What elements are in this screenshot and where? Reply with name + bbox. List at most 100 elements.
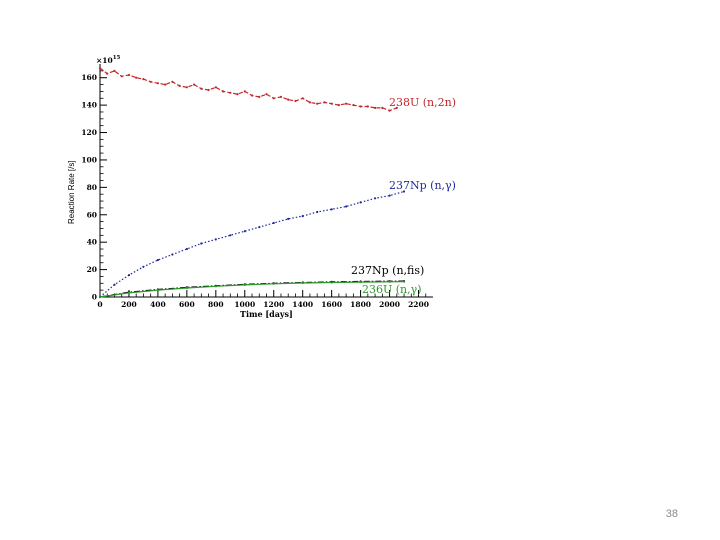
data-point: [330, 102, 333, 105]
data-point: [272, 97, 275, 100]
data-point: [171, 80, 174, 83]
series-label-237np-nfis: 237Np (n,fis): [351, 264, 424, 277]
data-point: [287, 98, 290, 101]
data-point: [164, 83, 167, 86]
data-point: [374, 197, 377, 200]
data-point: [258, 95, 261, 98]
data-point: [265, 93, 268, 96]
y-multiplier-base: ×10: [96, 56, 113, 65]
data-point: [214, 86, 217, 89]
data-point: [381, 106, 384, 109]
data-point: [359, 201, 362, 204]
data-point: [301, 281, 304, 285]
x-tick-label: 400: [150, 300, 166, 309]
data-point: [229, 91, 232, 94]
data-point: [366, 105, 369, 108]
x-tick-label: 200: [121, 300, 137, 309]
x-axis-title: Time [days]: [240, 309, 293, 319]
data-point: [345, 102, 348, 105]
series-label-237np-ngamma: 237Np (n,γ): [389, 179, 456, 192]
data-point: [229, 234, 232, 237]
data-point: [359, 281, 362, 284]
page-number: 38: [665, 508, 678, 520]
data-point: [113, 69, 116, 72]
data-point: [352, 104, 355, 107]
data-point: [359, 105, 362, 108]
data-point: [185, 286, 188, 290]
data-point: [214, 238, 217, 241]
series-line-1: [99, 190, 405, 298]
data-point: [185, 247, 188, 251]
y-multiplier: ×1015: [96, 55, 121, 65]
y-tick-label: 120: [81, 128, 97, 137]
data-point: [287, 217, 290, 220]
data-point: [243, 90, 246, 93]
x-tick-label: 1800: [350, 300, 371, 309]
data-point: [243, 230, 246, 233]
x-tick-label: 0: [97, 300, 102, 309]
data-point: [316, 210, 319, 214]
data-point: [272, 282, 275, 285]
data-point: [402, 190, 406, 193]
series-line-0: [99, 67, 398, 112]
y-tick-label: 80: [87, 183, 97, 192]
data-point: [98, 295, 102, 299]
data-point: [272, 221, 275, 225]
data-point: [294, 99, 297, 103]
y-multiplier-exponent: 15: [113, 55, 121, 61]
data-point: [374, 106, 377, 109]
data-point: [395, 106, 398, 109]
data-point: [98, 67, 102, 70]
data-point: [127, 274, 131, 277]
data-point: [243, 283, 246, 286]
data-point: [149, 80, 152, 83]
data-point: [214, 285, 217, 288]
data-point: [388, 280, 391, 283]
series: [98, 67, 406, 299]
data-point: [388, 194, 391, 197]
data-point: [200, 87, 203, 90]
y-tick-label: 100: [81, 155, 97, 164]
data-point: [127, 73, 131, 77]
data-point: [316, 102, 319, 105]
data-point: [135, 76, 138, 79]
x-tick-label: 1000: [234, 300, 255, 309]
x-tick-label: 600: [179, 300, 195, 309]
data-point: [258, 226, 261, 229]
x-tick-label: 1200: [263, 300, 284, 309]
data-point: [250, 94, 254, 97]
series-label-236u-ngamma: 236U (n,γ): [362, 283, 422, 296]
data-point: [402, 280, 406, 283]
y-tick-label: 160: [81, 73, 97, 82]
axes: [99, 64, 433, 298]
data-point: [106, 72, 109, 75]
data-point: [301, 97, 304, 100]
data-point: [330, 208, 333, 211]
y-tick-label: 20: [87, 265, 97, 274]
data-point: [308, 101, 311, 104]
x-tick-label: 2000: [379, 300, 400, 309]
data-point: [279, 95, 283, 98]
data-point: [337, 104, 340, 107]
data-point: [301, 215, 304, 218]
data-point: [185, 86, 188, 89]
data-point: [142, 78, 145, 81]
data-point: [222, 90, 225, 93]
data-point: [178, 84, 181, 87]
data-point: [171, 253, 174, 256]
data-point: [127, 291, 131, 294]
y-tick-label: 0: [92, 293, 97, 302]
data-point: [142, 265, 145, 268]
data-point: [345, 205, 348, 208]
data-point: [156, 289, 159, 292]
x-tick-label: 2200: [408, 300, 429, 309]
data-point: [113, 283, 116, 286]
series-label-238u-n2n: 238U (n,2n): [389, 96, 456, 109]
data-point: [207, 88, 210, 92]
y-tick-label: 140: [81, 101, 97, 110]
data-point: [156, 82, 159, 85]
x-tick-label: 1600: [321, 300, 342, 309]
y-axis-title: Reaction Rate [/s]: [67, 160, 76, 224]
